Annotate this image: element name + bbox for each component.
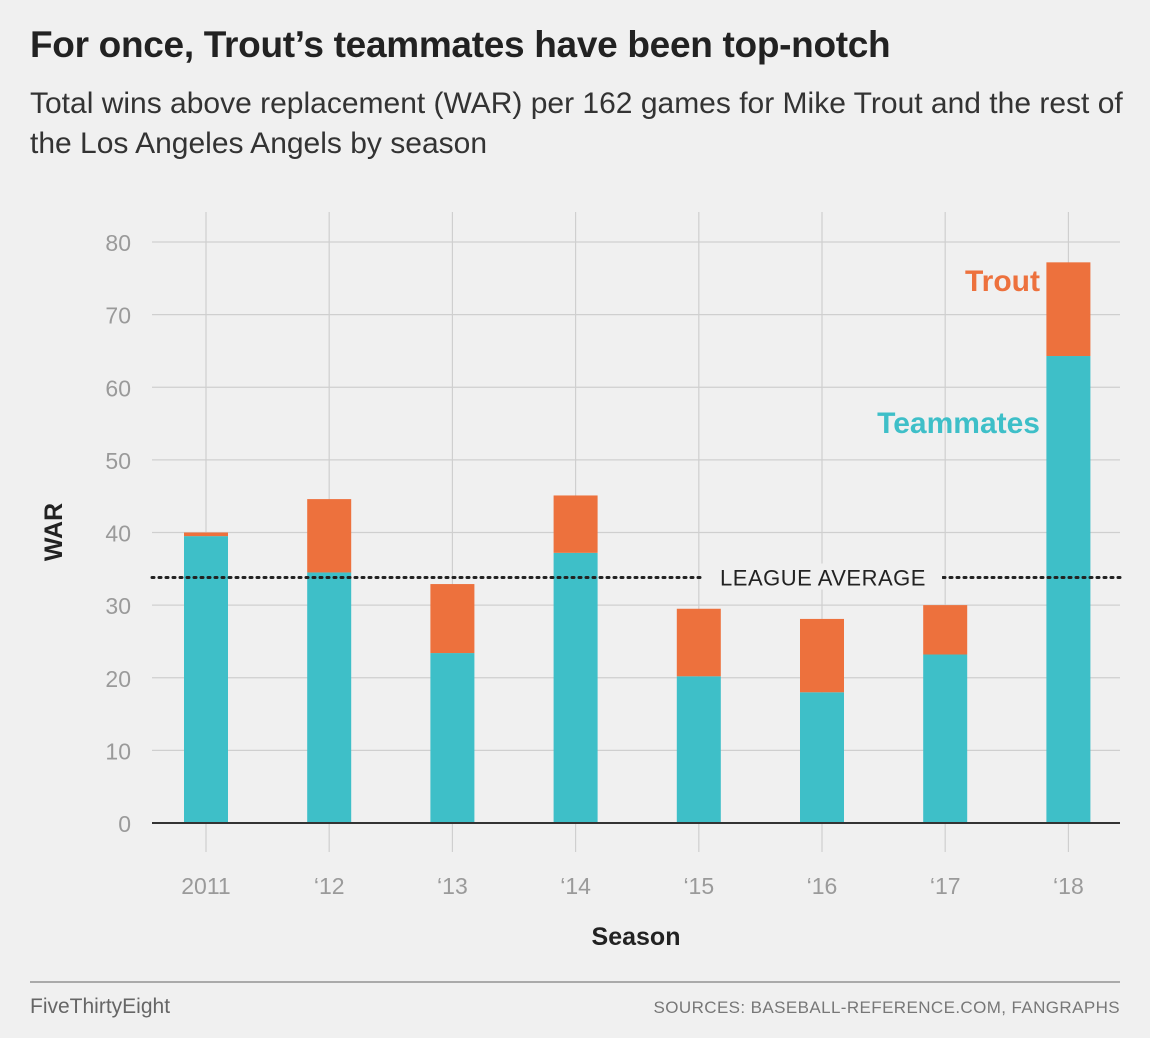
series-label-teammates: Teammates xyxy=(877,407,1040,440)
chart-subtitle: Total wins above replacement (WAR) per 1… xyxy=(30,87,1123,160)
footer-divider xyxy=(30,981,1120,983)
bar-trout xyxy=(553,495,598,553)
bar-teammates xyxy=(676,676,721,823)
x-tick-label: ‘14 xyxy=(560,873,591,899)
series-label-trout: Trout xyxy=(965,265,1040,298)
annotations: LEAGUE AVERAGE Trout Teammates xyxy=(150,265,1122,591)
y-tick-label: 10 xyxy=(105,738,131,764)
brand-logo-text: FiveThirtyEight xyxy=(30,995,171,1018)
bar-trout xyxy=(307,499,352,573)
bars xyxy=(184,262,1091,823)
bar-teammates xyxy=(1046,356,1091,823)
league-average-label-bg xyxy=(702,563,942,590)
axes: 0 10 20 30 40 50 60 70 80 2011 ‘12 ‘13 ‘14 ‘15 ‘16 ‘17 ‘… xyxy=(40,230,1120,951)
x-tick-label: ‘17 xyxy=(930,873,961,899)
y-tick-label: 0 xyxy=(118,811,131,837)
y-axis-title: WAR xyxy=(40,503,68,561)
x-tick-label: ‘15 xyxy=(683,873,714,899)
chart-title: For once, Trout’s teammates have been to… xyxy=(30,24,891,65)
bar-trout xyxy=(1046,262,1091,357)
bar-trout xyxy=(430,584,475,654)
y-tick-label: 30 xyxy=(105,593,131,619)
bar-teammates xyxy=(923,654,968,823)
bar-teammates xyxy=(553,552,598,823)
bar-trout xyxy=(184,532,228,537)
bar-teammates xyxy=(430,653,475,823)
x-tick-label: ‘12 xyxy=(314,873,345,899)
bar-teammates xyxy=(184,536,228,823)
x-tick-label: ‘16 xyxy=(807,873,838,899)
bar-teammates xyxy=(307,572,352,823)
bar-teammates xyxy=(800,692,844,823)
bar-trout xyxy=(800,618,844,693)
y-tick-label: 50 xyxy=(105,448,131,474)
y-tick-label: 20 xyxy=(105,666,131,692)
y-tick-label: 80 xyxy=(105,230,131,256)
league-average-label: LEAGUE AVERAGE xyxy=(720,566,926,591)
bar-trout xyxy=(676,608,721,677)
bar-trout xyxy=(923,605,968,655)
x-tick-label: ‘18 xyxy=(1053,873,1084,899)
x-axis-title: Season xyxy=(592,923,681,951)
y-tick-label: 70 xyxy=(105,303,131,329)
sources-credit: SOURCES: BASEBALL-REFERENCE.COM, FANGRAP… xyxy=(653,998,1120,1017)
y-tick-label: 40 xyxy=(105,521,131,547)
x-tick-label: 2011 xyxy=(181,873,230,899)
grid xyxy=(152,212,1120,852)
x-tick-label: ‘13 xyxy=(437,873,468,899)
y-tick-label: 60 xyxy=(105,375,131,401)
